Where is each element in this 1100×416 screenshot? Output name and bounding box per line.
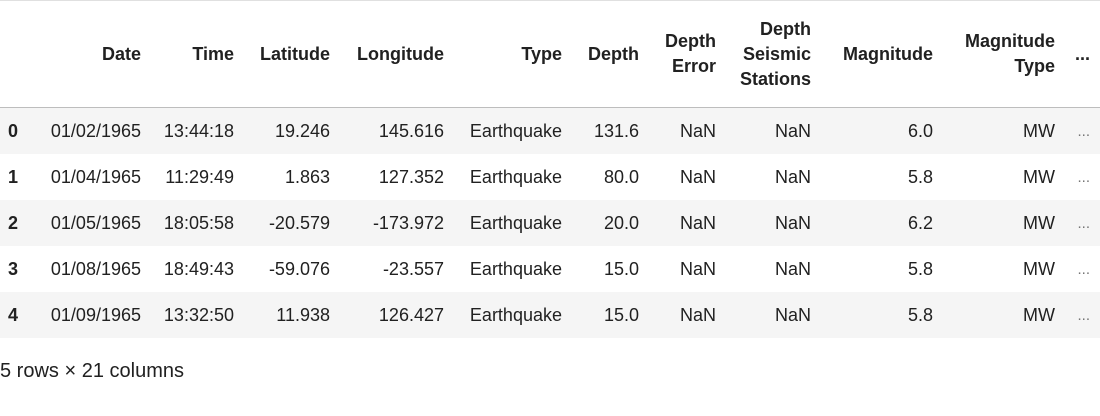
table-footer: 5 rows × 21 columns: [0, 360, 184, 382]
table-cell: MW: [1023, 212, 1055, 233]
table-cell: NaN: [679, 120, 716, 141]
dataframe: Date Time Latitude Longitude Type Depth Depth …: [0, 0, 1100, 338]
table-cell: 01/08/1965: [50, 258, 141, 279]
table-cell: 18:05:58: [163, 212, 234, 233]
table-cell: 6.0: [907, 120, 933, 141]
table-cell: 5.8: [907, 166, 933, 187]
column-header: Latitude: [244, 0, 340, 108]
table-cell: 80.0: [603, 166, 639, 187]
table-cell: NaN: [774, 304, 811, 325]
table-cell: -173.972: [372, 212, 444, 233]
column-header: Depth: [572, 0, 649, 108]
table-cell: ...: [1077, 214, 1090, 232]
table-cell: ...: [1077, 168, 1090, 186]
table-cell: ...: [1077, 306, 1090, 324]
column-header: ...: [1065, 0, 1100, 108]
column-header: Type: [454, 0, 572, 108]
table-cell: Earthquake: [469, 120, 562, 141]
column-header: Depth Error: [649, 0, 726, 108]
row-index: 4: [8, 304, 19, 325]
table-cell: 15.0: [603, 258, 639, 279]
column-header: Time: [151, 0, 244, 108]
table-cell: ...: [1077, 122, 1090, 140]
table-cell: -23.557: [382, 258, 444, 279]
table-cell: Earthquake: [469, 304, 562, 325]
table-cell: 5.8: [907, 304, 933, 325]
table-cell: 145.616: [378, 120, 444, 141]
table-row: 2 01/05/1965 18:05:58 -20.579 -173.972 Earthq…: [0, 200, 1100, 246]
table-cell: 6.2: [907, 212, 933, 233]
index-header: [0, 0, 30, 108]
table-cell: NaN: [774, 166, 811, 187]
table-cell: 01/05/1965: [50, 212, 141, 233]
table-cell: 01/02/1965: [50, 120, 141, 141]
row-index: 1: [8, 166, 19, 187]
table-cell: 127.352: [378, 166, 444, 187]
table-cell: NaN: [679, 166, 716, 187]
column-header: Magnitude: [821, 0, 943, 108]
table-cell: ...: [1077, 260, 1090, 278]
table-cell: NaN: [679, 212, 716, 233]
table-cell: NaN: [679, 304, 716, 325]
table-cell: NaN: [774, 212, 811, 233]
table-cell: NaN: [679, 258, 716, 279]
table-row: 1 01/04/1965 11:29:49 1.863 127.352 Earthquak…: [0, 154, 1100, 200]
table-cell: 01/04/1965: [50, 166, 141, 187]
row-index: 0: [8, 120, 19, 141]
table-row: 3 01/08/1965 18:49:43 -59.076 -23.557 Earthqu…: [0, 246, 1100, 292]
table-cell: 13:32:50: [163, 304, 234, 325]
column-header: Magnitude Type: [943, 0, 1065, 108]
table-cell: 1.863: [284, 166, 330, 187]
table-header: Date Time Latitude Longitude Type Depth Depth …: [0, 0, 1100, 108]
row-index: 3: [8, 258, 19, 279]
table-cell: Earthquake: [469, 258, 562, 279]
table-cell: 19.246: [274, 120, 330, 141]
table-cell: 18:49:43: [163, 258, 234, 279]
row-index: 2: [8, 212, 19, 233]
table-cell: 11:29:49: [165, 166, 234, 187]
table-row: 0 01/02/1965 13:44:18 19.246 145.616 Earthqua…: [0, 107, 1100, 154]
table-cell: 15.0: [603, 304, 639, 325]
table-cell: -59.076: [268, 258, 330, 279]
table-cell: Earthquake: [469, 212, 562, 233]
table-row: 4 01/09/1965 13:32:50 11.938 126.427 Earthqua…: [0, 292, 1100, 338]
table-cell: 126.427: [378, 304, 444, 325]
table-cell: NaN: [774, 120, 811, 141]
table-cell: NaN: [774, 258, 811, 279]
table-cell: 5.8: [907, 258, 933, 279]
column-header: Date: [30, 0, 151, 108]
header-row: Date Time Latitude Longitude Type Depth Depth …: [0, 0, 1100, 108]
table-cell: MW: [1023, 258, 1055, 279]
table-cell: 131.6: [593, 120, 639, 141]
table-cell: -20.579: [268, 212, 330, 233]
table-cell: 01/09/1965: [50, 304, 141, 325]
table-cell: MW: [1023, 166, 1055, 187]
table-cell: Earthquake: [469, 166, 562, 187]
table-cell: MW: [1023, 120, 1055, 141]
table-cell: MW: [1023, 304, 1055, 325]
table-cell: 13:44:18: [163, 120, 234, 141]
table-cell: 20.0: [603, 212, 639, 233]
table-cell: 11.938: [276, 304, 330, 325]
column-header: Longitude: [340, 0, 454, 108]
table-body: 0 01/02/1965 13:44:18 19.246 145.616 Earthqua…: [0, 107, 1100, 338]
column-header: Depth Seismic Stations: [726, 0, 821, 108]
